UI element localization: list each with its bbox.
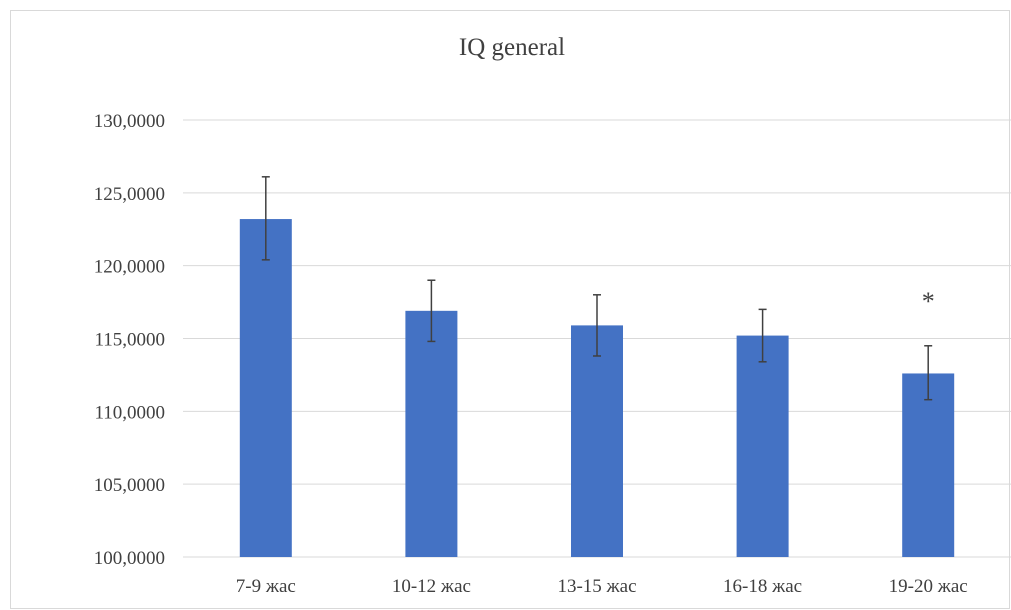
significance-marker: *	[922, 287, 935, 316]
error-bars	[261, 176, 933, 401]
y-axis-ticks: 100,0000 105,0000 110,0000 115,0000 120,0000…	[94, 111, 165, 569]
y-tick-label: 115,0000	[94, 330, 165, 351]
x-axis-labels: 7-9 жас 10-12 жас 13-15 жас 16-18 жас 19-20 …	[236, 576, 968, 597]
bar	[239, 219, 292, 557]
x-tick-label: 13-15 жас	[557, 576, 636, 597]
y-tick-label: 125,0000	[94, 184, 165, 205]
chart-title: IQ general	[459, 34, 565, 61]
bars	[239, 219, 955, 557]
bar	[405, 310, 458, 557]
y-tick-label: 105,0000	[94, 475, 165, 496]
y-tick-label: 120,0000	[94, 257, 165, 278]
y-tick-label: 100,0000	[94, 548, 165, 569]
y-tick-label: 110,0000	[94, 402, 165, 423]
x-tick-label: 10-12 жас	[392, 576, 471, 597]
bar	[902, 373, 955, 557]
x-tick-label: 19-20 жас	[889, 576, 968, 597]
annotations: *	[922, 287, 935, 316]
x-tick-label: 16-18 жас	[723, 576, 802, 597]
bar	[736, 335, 789, 557]
chart-frame	[10, 10, 1010, 609]
bar	[571, 325, 623, 557]
x-tick-label: 7-9 жас	[236, 576, 296, 597]
gridlines	[183, 119, 1011, 558]
y-tick-label: 130,0000	[94, 111, 165, 132]
